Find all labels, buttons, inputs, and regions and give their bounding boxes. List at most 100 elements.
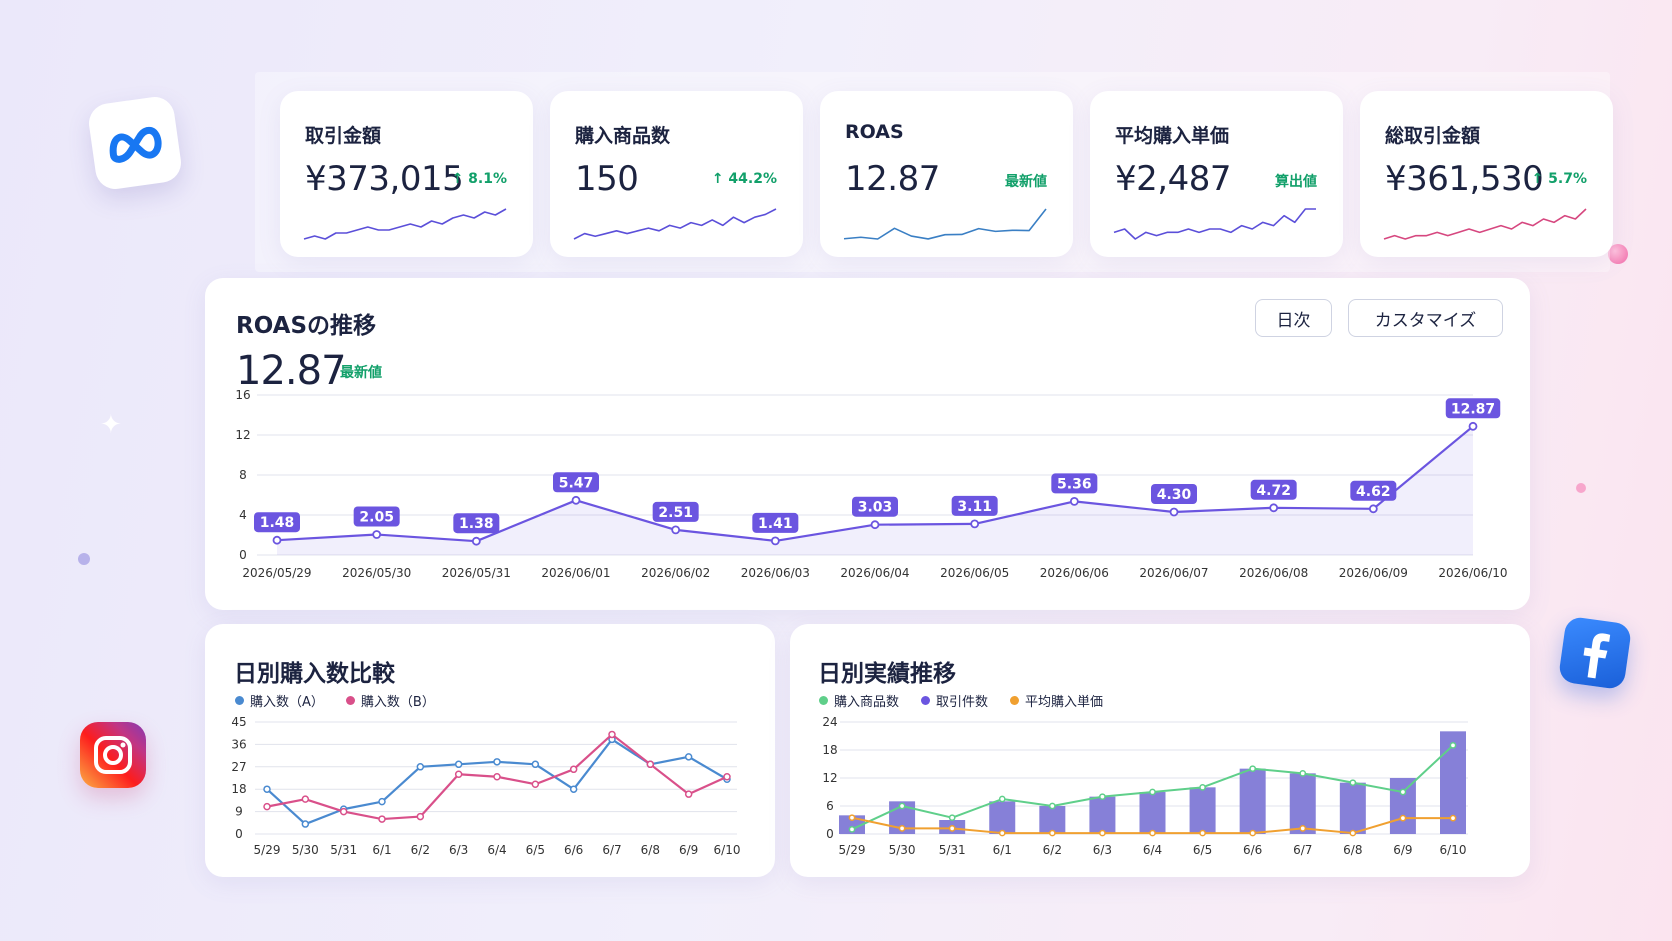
- sparkle-icon: ✦: [100, 410, 122, 440]
- y-tick-label: 24: [822, 715, 837, 729]
- daily-button[interactable]: 日次: [1255, 299, 1332, 337]
- x-tick-label: 5/29: [254, 843, 281, 857]
- purchase-compare-chart: 0 9 18 27 36 45 5/29 5/30 5/31 6/1 6/2 6/3 6/4 6/5 6/6…: [231, 715, 741, 857]
- data-point: [263, 802, 271, 811]
- legend-label: 購入商品数: [834, 695, 900, 710]
- x-tick-label: 6/7: [602, 843, 621, 857]
- x-tick-label: 5/29: [839, 843, 866, 857]
- kpi-value: ¥2,487: [1115, 159, 1231, 199]
- x-tick-label: 2026/05/30: [342, 566, 411, 580]
- legend-label: 取引件数: [936, 695, 989, 710]
- y-tick-label: 12: [822, 771, 837, 785]
- kpi-value: 12.87: [845, 159, 940, 199]
- data-label-bg: [652, 501, 699, 522]
- y-tick-label: 6: [826, 799, 834, 813]
- x-tick-label: 6/9: [679, 843, 698, 857]
- data-point: [1349, 829, 1357, 837]
- data-label: 5.47: [559, 475, 594, 491]
- x-tick-label: 6/8: [1343, 843, 1362, 857]
- data-label: 2.05: [359, 510, 394, 526]
- data-label-bg: [951, 495, 998, 516]
- data-point: [1449, 814, 1457, 822]
- decor-dot: [78, 553, 90, 565]
- x-tick-label: 2026/06/08: [1239, 566, 1308, 580]
- x-tick-label: 6/5: [1193, 843, 1212, 857]
- x-tick-label: 2026/06/01: [541, 566, 610, 580]
- y-tick-label: 45: [231, 715, 246, 729]
- facebook-logo-icon: [1557, 615, 1633, 691]
- data-point: [970, 519, 980, 529]
- bar: [1089, 796, 1116, 834]
- data-label: 1.48: [260, 515, 295, 531]
- y-tick-label: 0: [235, 827, 243, 841]
- x-tick-label: 6/10: [714, 843, 741, 857]
- roas-line-chart: 0 4 8 12 16 1.48 2026/05/29 2.05 2026/05/30 1.38 2…: [235, 388, 1507, 580]
- data-point: [531, 780, 540, 788]
- data-label-bg: [1250, 479, 1297, 500]
- data-point: [1269, 503, 1279, 513]
- instagram-logo-icon: [80, 722, 146, 788]
- x-tick-label: 6/3: [1093, 843, 1112, 857]
- kpi-label: 購入商品数: [575, 125, 671, 147]
- kpi-sparkline: [843, 208, 1047, 240]
- y-tick-label: 36: [231, 737, 246, 751]
- bar: [1339, 782, 1366, 834]
- data-point: [272, 535, 282, 545]
- x-tick-label: 2026/06/06: [1040, 566, 1109, 580]
- kpi-card-purchased-items: 購入商品数 150 ↑ 44.2%: [550, 91, 803, 257]
- x-tick-label: 5/30: [889, 843, 916, 857]
- data-point: [1099, 793, 1106, 801]
- x-tick-label: 6/6: [1243, 843, 1262, 857]
- bar: [1389, 778, 1416, 834]
- x-tick-label: 6/2: [411, 843, 430, 857]
- bar: [1239, 768, 1266, 834]
- data-point: [1048, 829, 1056, 837]
- data-label-bg: [1350, 480, 1397, 501]
- area-fill: [277, 426, 1473, 555]
- data-label: 3.11: [957, 499, 992, 515]
- x-tick-label: 5/30: [292, 843, 319, 857]
- decor-dot: [1576, 483, 1586, 493]
- data-point: [848, 814, 856, 822]
- data-point: [1299, 769, 1307, 777]
- data-point: [646, 760, 655, 769]
- x-tick-label: 6/3: [449, 843, 468, 857]
- y-tick-label: 27: [231, 760, 246, 774]
- x-tick-label: 6/7: [1293, 843, 1312, 857]
- data-point: [1149, 788, 1156, 796]
- decor-dot: [1608, 244, 1628, 264]
- kpi-sparkline: [1383, 208, 1587, 240]
- bar: [1289, 773, 1316, 834]
- x-tick-label: 2026/06/05: [940, 566, 1009, 580]
- data-point: [569, 785, 578, 793]
- data-label: 3.03: [858, 500, 893, 516]
- data-label: 12.87: [1451, 401, 1495, 417]
- data-point: [608, 730, 616, 739]
- bar: [989, 801, 1016, 834]
- roas-panel-title: ROASの推移: [236, 313, 377, 339]
- roas-latest-value: 12.87: [236, 348, 347, 394]
- data-point: [770, 536, 780, 546]
- data-point: [998, 795, 1006, 803]
- kpi-value: ¥361,530: [1385, 159, 1544, 199]
- kpi-value: ¥373,015: [305, 159, 464, 199]
- x-tick-label: 2026/06/02: [641, 566, 710, 580]
- kpi-value: 150: [575, 159, 639, 199]
- x-tick-label: 6/1: [993, 843, 1012, 857]
- data-label-bg: [254, 512, 300, 533]
- purchase-panel-title: 日別購入数比較: [234, 661, 395, 687]
- data-point: [1468, 421, 1478, 431]
- x-tick-label: 6/9: [1393, 843, 1412, 857]
- data-point: [1149, 829, 1156, 837]
- data-label: 4.30: [1157, 487, 1192, 503]
- x-tick-label: 2026/06/10: [1438, 566, 1507, 580]
- customize-button[interactable]: カスタマイズ: [1348, 299, 1503, 337]
- kpi-card-total-transaction: 総取引金額 ¥361,530 ↑ 5.7%: [1360, 91, 1613, 257]
- data-point: [569, 765, 578, 774]
- data-label: 2.51: [658, 505, 693, 521]
- performance-panel-title: 日別実績推移: [818, 661, 956, 687]
- kpi-change-badge: 最新値: [1005, 174, 1047, 190]
- data-point: [416, 812, 425, 821]
- y-tick-label: 18: [231, 782, 246, 796]
- roas-latest-badge: 最新値: [340, 365, 382, 381]
